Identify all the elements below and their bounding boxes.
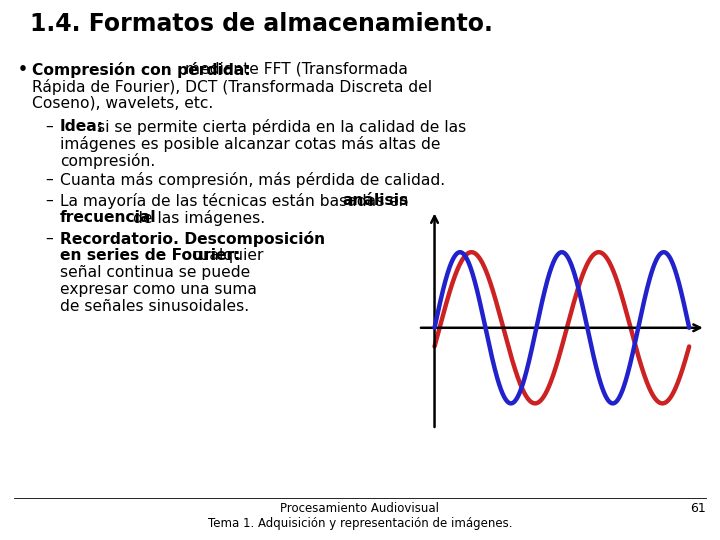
- Text: La mayoría de las técnicas están basadas en: La mayoría de las técnicas están basadas…: [60, 193, 413, 209]
- Text: expresar como una suma: expresar como una suma: [60, 282, 257, 297]
- Text: –: –: [45, 193, 53, 208]
- Text: Idea:: Idea:: [60, 119, 104, 134]
- Text: Compresión con pérdida:: Compresión con pérdida:: [32, 62, 251, 78]
- Text: Recordatorio. Descomposición: Recordatorio. Descomposición: [60, 231, 325, 247]
- Text: en series de Fourier:: en series de Fourier:: [60, 248, 240, 263]
- Text: •: •: [18, 62, 28, 77]
- Text: compresión.: compresión.: [60, 153, 156, 169]
- Text: análisis: análisis: [342, 193, 408, 208]
- Text: de las imágenes.: de las imágenes.: [133, 210, 265, 226]
- Text: Tema 1. Adquisición y representación de imágenes.: Tema 1. Adquisición y representación de …: [208, 517, 512, 530]
- Text: si se permite cierta pérdida en la calidad de las: si se permite cierta pérdida en la calid…: [97, 119, 467, 135]
- Text: –: –: [45, 119, 53, 134]
- Text: Cuanta más compresión, más pérdida de calidad.: Cuanta más compresión, más pérdida de ca…: [60, 172, 445, 188]
- Text: Rápida de Fourier), DCT (Transformada Discreta del: Rápida de Fourier), DCT (Transformada Di…: [32, 79, 432, 95]
- Text: 61: 61: [690, 502, 706, 515]
- Text: imágenes es posible alcanzar cotas más altas de: imágenes es posible alcanzar cotas más a…: [60, 136, 441, 152]
- Text: Coseno), wavelets, etc.: Coseno), wavelets, etc.: [32, 96, 213, 111]
- Text: frecuencial: frecuencial: [60, 210, 157, 225]
- Text: de señales sinusoidales.: de señales sinusoidales.: [60, 299, 249, 314]
- Text: 1.4. Formatos de almacenamiento.: 1.4. Formatos de almacenamiento.: [30, 12, 493, 36]
- Text: Procesamiento Audiovisual: Procesamiento Audiovisual: [281, 502, 439, 515]
- Text: señal continua se puede: señal continua se puede: [60, 265, 251, 280]
- Text: cualquier: cualquier: [191, 248, 264, 263]
- Text: mediante FFT (Transformada: mediante FFT (Transformada: [185, 62, 408, 77]
- Text: –: –: [45, 231, 53, 246]
- Text: –: –: [45, 172, 53, 187]
